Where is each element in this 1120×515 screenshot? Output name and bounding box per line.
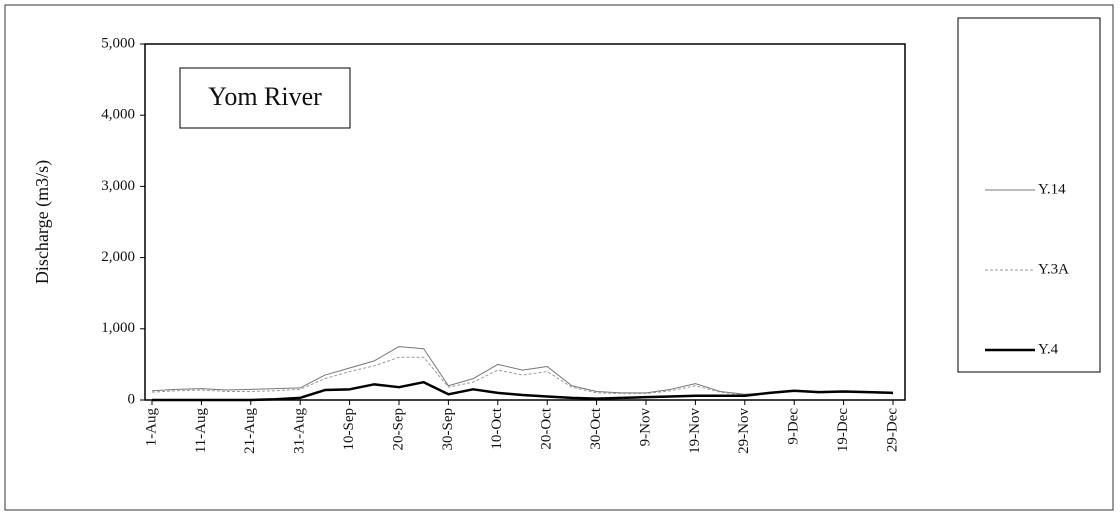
x-tick-label: 10-Sep (341, 408, 357, 451)
x-tick-label: 21-Aug (242, 408, 258, 454)
series-line (152, 380, 894, 402)
y-tick-label: 3,000 (101, 178, 135, 194)
y-tick-label: 2,000 (101, 249, 135, 265)
x-tick-label: 10-Oct (489, 407, 505, 449)
x-tick-label: 20-Oct (539, 407, 555, 449)
y-tick-label: 1,000 (101, 320, 135, 336)
title-box (179, 67, 351, 129)
x-tick-label: 30-Sep (440, 408, 456, 451)
x-tick-label: 19-Nov (687, 408, 703, 454)
x-tick-label: 11-Aug (193, 408, 209, 454)
x-tick-label: 20-Sep (390, 408, 406, 451)
x-tick-label: 9-Nov (637, 408, 653, 447)
chart-title: Yom River (208, 82, 322, 111)
x-tick-label: 19-Dec (835, 408, 851, 452)
legend-label: Y.14 (1038, 181, 1066, 197)
x-tick-label: 30-Oct (588, 407, 604, 449)
legend-label: Y.4 (1038, 341, 1059, 357)
x-tick-label: 31-Aug (292, 408, 308, 454)
x-tick-label: 29-Nov (736, 408, 752, 454)
x-tick-label: 9-Dec (786, 408, 802, 445)
series-line (151, 346, 894, 395)
y-axis-label: Discharge (m3/s) (32, 160, 53, 284)
legend-box (957, 17, 1101, 373)
y-tick-label: 0 (128, 391, 136, 407)
x-tick-label: 29-Dec (884, 408, 900, 452)
chart-border (4, 4, 1114, 511)
legend-label: Y.3A (1038, 261, 1069, 277)
y-tick-label: 4,000 (101, 107, 135, 123)
y-tick-label: 5,000 (101, 35, 135, 51)
x-tick-label: 1-Aug (143, 408, 159, 447)
plot-area (144, 43, 906, 401)
